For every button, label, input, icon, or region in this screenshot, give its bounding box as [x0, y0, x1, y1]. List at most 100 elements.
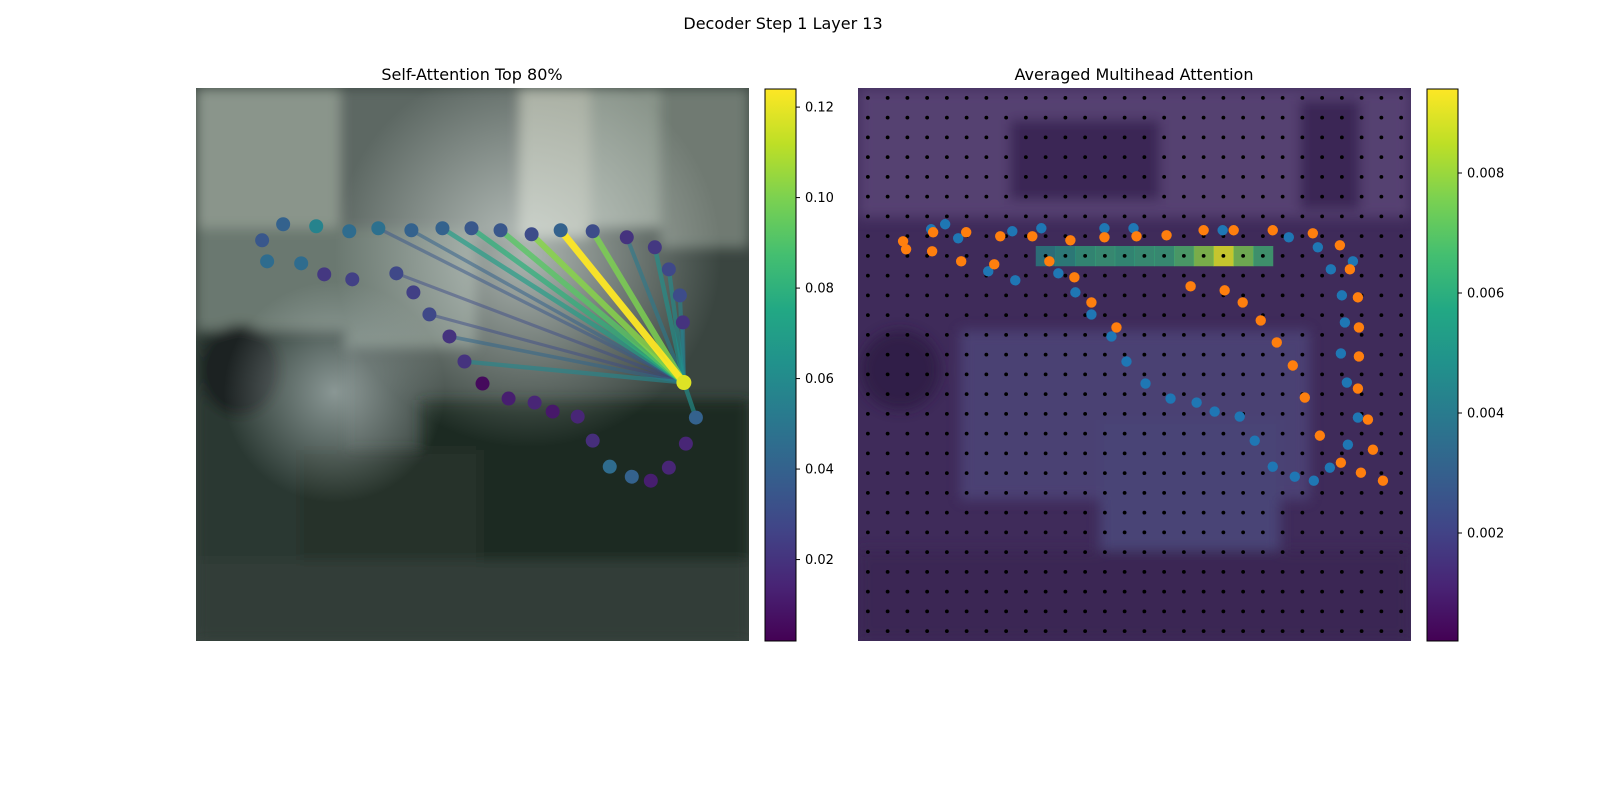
grid-dot	[1122, 589, 1127, 594]
grid-dot	[865, 115, 870, 120]
grid-dot	[1162, 155, 1167, 160]
grid-dot	[1004, 174, 1009, 179]
grid-dot	[885, 569, 890, 574]
grid-dot	[1241, 234, 1246, 239]
grid-dot	[1300, 411, 1305, 416]
series-point	[1027, 231, 1038, 242]
attention-edge	[376, 226, 686, 385]
grid-dot	[1359, 313, 1364, 318]
series-point	[1121, 356, 1132, 367]
grid-dot	[1399, 510, 1404, 515]
grid-dot	[1004, 115, 1009, 120]
grid-dot	[1280, 569, 1285, 574]
grid-dot	[1023, 214, 1028, 219]
grid-dot	[964, 589, 969, 594]
grid-dot	[984, 510, 989, 515]
colorbar-tick-label: 0.008	[1467, 167, 1504, 182]
grid-dot	[1300, 135, 1305, 140]
grid-dot	[984, 471, 989, 476]
grid-dot	[984, 234, 989, 239]
grid-dot	[1379, 490, 1384, 495]
grid-dot	[1300, 155, 1305, 160]
grid-dot	[1359, 234, 1364, 239]
grid-dot	[1221, 194, 1226, 199]
grid-dot	[984, 629, 989, 634]
grid-dot	[1142, 471, 1147, 476]
grid-dot	[984, 95, 989, 100]
series-point	[1353, 351, 1365, 362]
grid-dot	[925, 392, 930, 397]
series-point	[1255, 315, 1266, 326]
attention-edge	[394, 271, 686, 385]
grid-dot	[1063, 589, 1068, 594]
series-point	[1217, 225, 1228, 236]
grid-dot	[944, 431, 949, 436]
grid-dot	[885, 392, 890, 397]
grid-dot	[1201, 510, 1206, 515]
grid-dot	[1241, 490, 1246, 495]
grid-dot	[1102, 530, 1107, 535]
grid-dot	[1004, 253, 1009, 258]
grid-dot	[1181, 609, 1186, 614]
trajectory-point	[661, 460, 676, 475]
grid-dot	[1142, 253, 1147, 258]
series-point	[1069, 272, 1080, 283]
grid-dot	[925, 214, 930, 219]
grid-dot	[1260, 253, 1265, 258]
grid-dot	[925, 609, 930, 614]
grid-dot	[885, 451, 890, 456]
grid-dot	[1122, 214, 1127, 219]
grid-dot	[1122, 234, 1127, 239]
grid-dot	[1241, 589, 1246, 594]
grid-dot	[1359, 155, 1364, 160]
grid-dot	[865, 392, 870, 397]
grid-dot	[1043, 411, 1048, 416]
grid-dot	[1102, 411, 1107, 416]
grid-dot	[1122, 490, 1127, 495]
right-panel: Averaged Multihead Attention 0.0020.0040…	[858, 65, 1504, 642]
grid-dot	[865, 155, 870, 160]
grid-dot	[885, 194, 890, 199]
grid-dot	[1023, 471, 1028, 476]
grid-dot	[1399, 490, 1404, 495]
grid-dot	[1399, 589, 1404, 594]
grid-dot	[1102, 214, 1107, 219]
grid-dot	[1260, 530, 1265, 535]
grid-dot	[1280, 609, 1285, 614]
trajectory-point	[602, 459, 617, 474]
grid-dot	[1339, 550, 1344, 555]
series-point	[1106, 331, 1117, 342]
grid-dot	[1043, 589, 1048, 594]
trajectory-point	[345, 272, 360, 287]
grid-dot	[1379, 155, 1384, 160]
grid-dot	[1063, 352, 1068, 357]
grid-dot	[1241, 431, 1246, 436]
grid-dot	[1339, 569, 1344, 574]
grid-dot	[1241, 95, 1246, 100]
grid-dot	[1280, 629, 1285, 634]
grid-dot	[964, 411, 969, 416]
grid-dot	[1004, 530, 1009, 535]
series-point	[1209, 406, 1220, 417]
colorbar-tick-label: 0.06	[805, 372, 834, 387]
grid-dot	[944, 510, 949, 515]
grid-dot	[1023, 589, 1028, 594]
grid-dot	[1181, 253, 1186, 258]
grid-dot	[1280, 135, 1285, 140]
grid-dot	[1142, 273, 1147, 278]
grid-dot	[1320, 569, 1325, 574]
grid-dot	[1063, 490, 1068, 495]
series-point	[1234, 411, 1245, 422]
colorbar-tick-label: 0.002	[1467, 527, 1504, 542]
grid-dot	[1339, 194, 1344, 199]
grid-dot	[1280, 214, 1285, 219]
grid-dot	[925, 135, 930, 140]
grid-dot	[1201, 589, 1206, 594]
grid-dot	[1359, 629, 1364, 634]
grid-dot	[885, 174, 890, 179]
grid-dot	[1181, 490, 1186, 495]
grid-dot	[1063, 253, 1068, 258]
grid-dot	[1142, 550, 1147, 555]
series-point	[1344, 264, 1356, 275]
grid-dot	[1004, 431, 1009, 436]
